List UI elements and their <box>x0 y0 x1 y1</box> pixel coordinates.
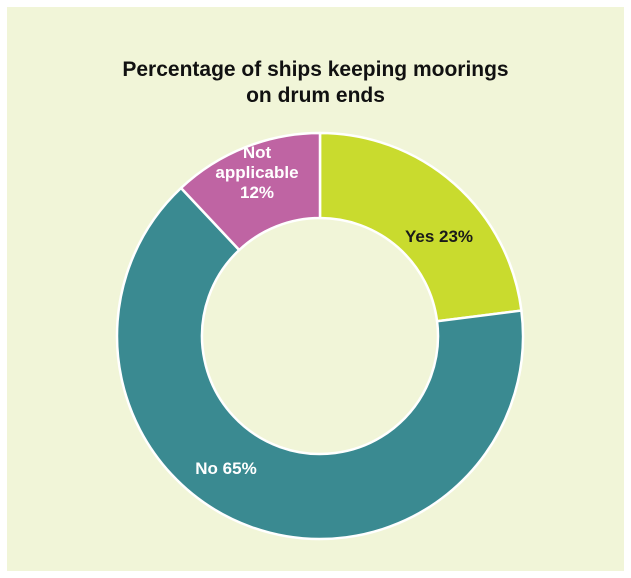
donut-labels: Yes 23% No 65% Not applicable 12% <box>195 143 473 478</box>
slice-no <box>115 186 525 541</box>
donut-slices <box>115 131 525 541</box>
slice-not-applicable <box>179 131 322 252</box>
chart-title: Percentage of ships keeping moorings on … <box>7 57 624 109</box>
chart-title-line-1: Percentage of ships keeping moorings <box>122 58 509 81</box>
chart-title-line-2: on drum ends <box>246 84 385 107</box>
slice-label-not-applicable: Not applicable 12% <box>215 143 298 202</box>
slice-label-yes: Yes 23% <box>405 227 473 246</box>
slice-label-no: No 65% <box>195 459 256 478</box>
slice-yes <box>318 131 523 323</box>
